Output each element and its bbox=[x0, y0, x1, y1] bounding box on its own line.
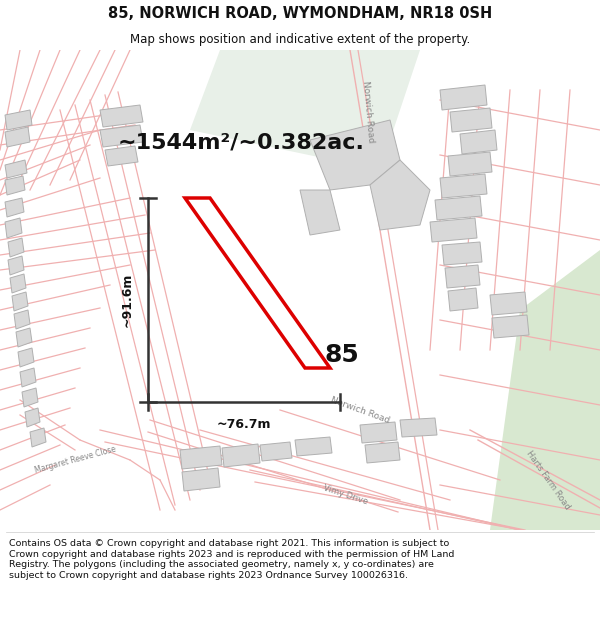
Polygon shape bbox=[490, 292, 527, 315]
Polygon shape bbox=[5, 198, 24, 217]
Text: 85, NORWICH ROAD, WYMONDHAM, NR18 0SH: 85, NORWICH ROAD, WYMONDHAM, NR18 0SH bbox=[108, 6, 492, 21]
Polygon shape bbox=[20, 368, 36, 387]
Polygon shape bbox=[5, 160, 27, 178]
Polygon shape bbox=[400, 418, 437, 437]
Polygon shape bbox=[18, 348, 34, 367]
Polygon shape bbox=[370, 160, 430, 230]
Polygon shape bbox=[5, 176, 25, 195]
Polygon shape bbox=[492, 315, 529, 338]
Polygon shape bbox=[360, 422, 397, 443]
Polygon shape bbox=[460, 130, 497, 154]
Polygon shape bbox=[8, 256, 24, 275]
Text: Harts Farm Road: Harts Farm Road bbox=[524, 449, 572, 511]
Polygon shape bbox=[445, 265, 480, 288]
Polygon shape bbox=[14, 310, 30, 329]
Polygon shape bbox=[16, 328, 32, 347]
Polygon shape bbox=[260, 442, 292, 461]
Polygon shape bbox=[100, 125, 143, 147]
Text: Vimy Drive: Vimy Drive bbox=[322, 484, 368, 506]
Polygon shape bbox=[222, 444, 260, 467]
Polygon shape bbox=[440, 174, 487, 198]
Polygon shape bbox=[100, 105, 143, 127]
Polygon shape bbox=[450, 108, 492, 132]
Polygon shape bbox=[440, 85, 487, 110]
Polygon shape bbox=[12, 292, 28, 311]
Polygon shape bbox=[190, 50, 420, 170]
Polygon shape bbox=[105, 146, 138, 166]
Polygon shape bbox=[448, 288, 478, 311]
Polygon shape bbox=[182, 468, 220, 491]
Polygon shape bbox=[448, 152, 492, 176]
Polygon shape bbox=[22, 388, 38, 407]
Polygon shape bbox=[442, 242, 482, 265]
Text: Norwich Road: Norwich Road bbox=[361, 80, 375, 142]
Polygon shape bbox=[365, 442, 400, 463]
Text: ~91.6m: ~91.6m bbox=[121, 272, 134, 328]
Polygon shape bbox=[430, 218, 477, 242]
Polygon shape bbox=[295, 437, 332, 456]
Polygon shape bbox=[8, 238, 24, 257]
Text: Margaret Reeve Close: Margaret Reeve Close bbox=[34, 445, 116, 475]
Polygon shape bbox=[300, 190, 340, 235]
Text: ~76.7m: ~76.7m bbox=[217, 418, 271, 431]
Polygon shape bbox=[5, 218, 22, 238]
Text: Contains OS data © Crown copyright and database right 2021. This information is : Contains OS data © Crown copyright and d… bbox=[9, 539, 454, 580]
Text: 85: 85 bbox=[325, 343, 360, 367]
Polygon shape bbox=[10, 274, 26, 293]
Polygon shape bbox=[30, 428, 46, 447]
Polygon shape bbox=[490, 250, 600, 530]
Polygon shape bbox=[5, 110, 32, 130]
Polygon shape bbox=[435, 196, 482, 220]
Polygon shape bbox=[310, 120, 400, 190]
Text: Norwich Road: Norwich Road bbox=[329, 395, 391, 425]
Polygon shape bbox=[5, 127, 30, 147]
Polygon shape bbox=[180, 446, 222, 469]
Text: Map shows position and indicative extent of the property.: Map shows position and indicative extent… bbox=[130, 32, 470, 46]
Polygon shape bbox=[25, 408, 40, 427]
Text: ~1544m²/~0.382ac.: ~1544m²/~0.382ac. bbox=[118, 132, 365, 152]
